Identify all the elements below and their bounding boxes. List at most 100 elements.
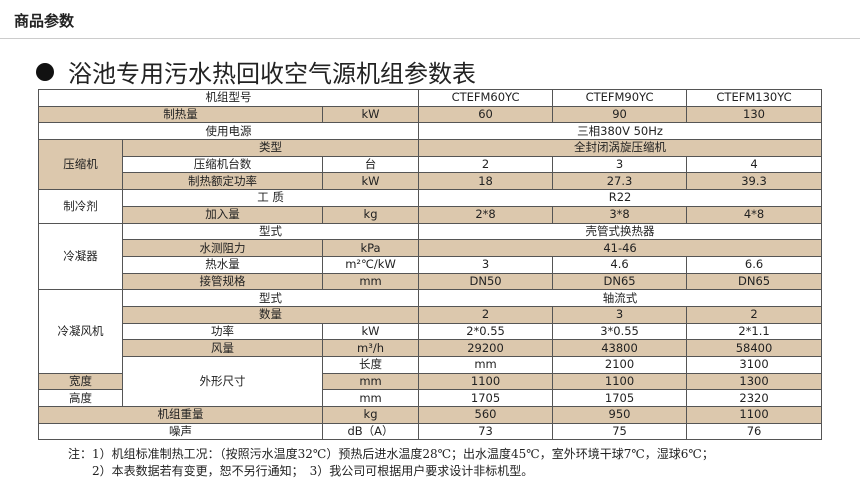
table-cell: mm <box>321 372 420 391</box>
table-cell: 外形尺寸 <box>122 355 323 408</box>
table-row: 数量 2 3 2 <box>39 305 823 324</box>
notes: 注：1）机组标准制热工况：（按照污水温度32℃）预热后进水温度28℃；出水温度4… <box>68 446 714 480</box>
table-row: 外形尺寸长度mm210031002400 <box>39 355 823 408</box>
table-row: 噪声 dB（A） 73 75 76 <box>38 422 823 441</box>
table-cell: 2*1.1 <box>686 322 823 341</box>
table-row: 接管规格 mm DN50 DN65 DN65 <box>39 272 823 291</box>
table-cell: 130 <box>686 105 823 124</box>
table-cell: 三相380V 50Hz <box>418 122 823 141</box>
table-cell: 3 <box>418 255 554 274</box>
table-cell: 4*8 <box>686 205 823 224</box>
table-cell: 60 <box>418 105 554 124</box>
table-cell: 1100 <box>686 406 823 424</box>
table-cell: CTEFM60YC <box>418 89 554 107</box>
table-row: 宽度 mm 1100 1100 1300 <box>38 372 823 391</box>
table-cell: 2*0.55 <box>418 322 554 341</box>
table-row: 热水量 m²℃/kW 3 4.6 6.6 <box>39 255 823 274</box>
title: 浴池专用污水热回收空气源机组参数表 <box>36 54 476 89</box>
table-cell: 3 <box>552 155 688 174</box>
table-cell: 高度 <box>38 389 123 408</box>
table-cell: DN65 <box>686 272 823 291</box>
table-cell: 75 <box>552 422 688 441</box>
table-cell: R22 <box>418 189 823 207</box>
table-cell: 宽度 <box>38 372 123 391</box>
table-cell: 制热量 <box>38 105 323 124</box>
spec-table: 机组型号 CTEFM60YC CTEFM90YC CTEFM130YC 制热量 kW 60 9… <box>37 89 823 441</box>
table-cell: 2320 <box>686 389 823 408</box>
bullet <box>36 63 54 81</box>
table-cell: 41-46 <box>418 239 823 257</box>
table-cell: 台 <box>321 155 420 174</box>
table-cell: mm <box>321 389 420 408</box>
table-cell: 3*0.55 <box>552 322 688 341</box>
table-row: 冷凝风机 型式 轴流式 <box>38 289 823 374</box>
table-cell: 型式 <box>121 222 420 241</box>
table-row: 机组型号 CTEFM60YC CTEFM90YC CTEFM130YC <box>37 89 823 107</box>
table-cell: 型式 <box>121 289 420 307</box>
table-cell: m³/h <box>321 339 420 357</box>
table-cell: 轴流式 <box>418 289 823 307</box>
table-row: 制热量 kW 60 90 130 <box>38 105 823 124</box>
table-cell: 29200 <box>418 339 554 357</box>
table-cell: 39.3 <box>686 172 823 191</box>
table-cell: mm <box>418 356 554 374</box>
table-cell: 1100 <box>418 372 554 391</box>
table-cell: 4.6 <box>552 255 688 274</box>
table-cell: 3*8 <box>552 205 688 224</box>
table-cell: 2 <box>418 155 554 174</box>
table-cell: 73 <box>418 422 554 441</box>
table-cell: DN50 <box>418 272 554 291</box>
divider <box>0 38 860 39</box>
note: 注：1）机组标准制热工况：（按照污水温度32℃）预热后进水温度28℃；出水温度4… <box>68 447 714 461</box>
table-cell: 机组型号 <box>37 89 420 107</box>
table-cell: 使用电源 <box>37 122 420 141</box>
table-cell: 1705 <box>418 389 554 408</box>
table-cell: 27.3 <box>552 172 688 191</box>
table-row: 制热额定功率 kW 18 27.3 39.3 <box>39 172 823 191</box>
table-row: 加入量 kg 2*8 3*8 4*8 <box>39 205 823 224</box>
table-row: 机组重量 kg 560 950 1100 <box>38 406 823 424</box>
table-cell: kg <box>321 205 420 224</box>
table-row: 水测阻力 kPa 41-46 <box>39 239 823 257</box>
table-cell: 长度 <box>321 356 420 374</box>
table-row: 高度 mm 1705 1705 2320 <box>38 389 823 408</box>
table-cell: 560 <box>418 406 554 424</box>
note: 2）本表数据若有变更，恕不另行通知； 3）我公司可根据用户要求设计非标机型。 <box>92 464 534 478</box>
table-row: 风量 m³/h 29200 43800 58400 <box>39 339 823 357</box>
table-cell: 水测阻力 <box>122 239 323 257</box>
table-cell: 噪声 <box>38 422 323 441</box>
table-cell: 制冷剂 <box>38 189 123 224</box>
table-cell: 2 <box>418 305 554 324</box>
table-row: 冷凝器 型式 壳管式换热器 <box>38 222 823 291</box>
table-cell: mm <box>321 272 420 291</box>
table-cell: 冷凝器 <box>38 222 123 291</box>
table-cell: 热水量 <box>122 255 323 274</box>
table-cell: 76 <box>686 422 823 441</box>
table-cell: kW <box>321 172 420 191</box>
table-cell: 机组重量 <box>38 406 323 424</box>
table-cell: DN65 <box>552 272 688 291</box>
table-cell: 接管规格 <box>122 272 323 291</box>
table-cell: 制热额定功率 <box>122 172 323 191</box>
table-cell: 3 <box>552 305 688 324</box>
table-cell: 壳管式换热器 <box>418 222 823 241</box>
table-cell: 压缩机台数 <box>122 155 323 174</box>
table-row: 制冷剂工 质 R22 <box>38 189 823 224</box>
table-row: 使用电源 三相380V 50Hz <box>37 122 823 141</box>
table-cell: 3100 <box>686 356 823 374</box>
table-cell: 2100 <box>552 356 688 374</box>
table-cell: 压缩机 <box>38 139 123 191</box>
table-cell: 18 <box>418 172 554 191</box>
table-row: 压缩机台数台 2 3 4 <box>39 155 823 174</box>
table-cell: 6.6 <box>686 255 823 274</box>
table-cell: kW <box>321 322 420 341</box>
table-cell: CTEFM130YC <box>686 89 823 107</box>
table-cell: 1705 <box>552 389 688 408</box>
table-row: 压缩机 类型 全封闭涡旋压缩机 <box>38 139 823 191</box>
table-cell: kW <box>321 105 420 124</box>
table-cell: 1100 <box>552 372 688 391</box>
table-cell: 数量 <box>121 305 420 324</box>
table-cell: 风量 <box>122 339 323 357</box>
table-cell: 类型 <box>121 139 420 157</box>
